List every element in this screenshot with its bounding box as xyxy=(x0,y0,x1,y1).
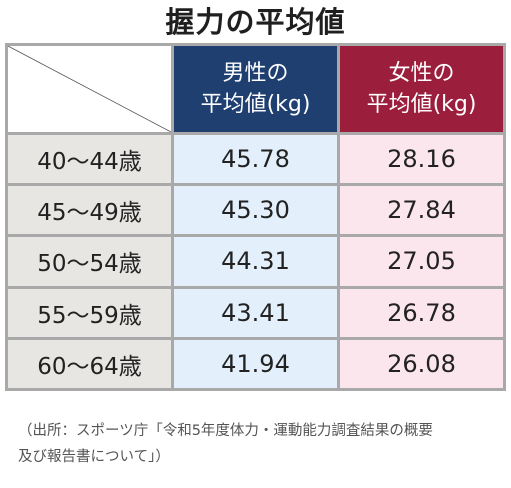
age-group-cell: 40〜44歳 xyxy=(8,135,171,184)
table-row: 45〜49歳 45.30 27.84 xyxy=(8,186,503,235)
table-row: 40〜44歳 45.78 28.16 xyxy=(8,135,503,184)
source-line-2: 及び報告書について」） xyxy=(18,449,170,465)
table-row: 60〜64歳 41.94 26.08 xyxy=(8,339,503,388)
age-group-cell: 50〜54歳 xyxy=(8,237,171,286)
diagonal-line-icon xyxy=(8,46,171,132)
male-value-cell: 45.78 xyxy=(174,135,337,184)
age-group-cell: 55〜59歳 xyxy=(8,288,171,337)
table-row: 55〜59歳 43.41 26.78 xyxy=(8,288,503,337)
corner-cell xyxy=(8,46,171,132)
table-row: 50〜54歳 44.31 27.05 xyxy=(8,237,503,286)
male-value-cell: 45.30 xyxy=(174,186,337,235)
female-value-cell: 26.08 xyxy=(340,339,503,388)
male-value-cell: 41.94 xyxy=(174,339,337,388)
male-value-cell: 44.31 xyxy=(174,237,337,286)
grip-table-container: 男性の 平均値(kg) 女性の 平均値(kg) 40〜44歳 45.78 28.… xyxy=(5,43,506,391)
female-value-cell: 27.05 xyxy=(340,237,503,286)
male-header-line1: 男性の xyxy=(222,61,289,86)
source-line-1: （出所：スポーツ庁「令和5年度体力・運動能力調査結果の概要 xyxy=(18,423,433,439)
header-row: 男性の 平均値(kg) 女性の 平均値(kg) xyxy=(8,46,503,132)
female-header-line2: 平均値(kg) xyxy=(366,92,477,117)
female-average-header: 女性の 平均値(kg) xyxy=(340,46,503,132)
female-value-cell: 27.84 xyxy=(340,186,503,235)
age-group-cell: 60〜64歳 xyxy=(8,339,171,388)
female-value-cell: 26.78 xyxy=(340,288,503,337)
source-citation: （出所：スポーツ庁「令和5年度体力・運動能力調査結果の概要 及び報告書について」… xyxy=(18,418,508,470)
table-title: 握力の平均値 xyxy=(165,5,346,39)
female-value-cell: 28.16 xyxy=(340,135,503,184)
age-group-cell: 45〜49歳 xyxy=(8,186,171,235)
grip-strength-table: 男性の 平均値(kg) 女性の 平均値(kg) 40〜44歳 45.78 28.… xyxy=(5,43,506,391)
male-average-header: 男性の 平均値(kg) xyxy=(174,46,337,132)
male-value-cell: 43.41 xyxy=(174,288,337,337)
male-header-line2: 平均値(kg) xyxy=(200,92,311,117)
female-header-line1: 女性の xyxy=(388,61,455,86)
